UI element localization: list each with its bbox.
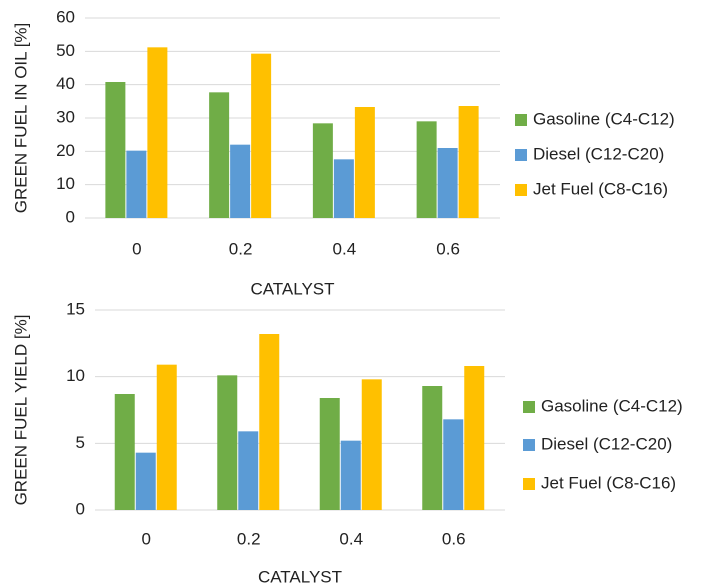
y-axis-title: GREEN FUEL YIELD [%] bbox=[11, 315, 30, 506]
legend-label: Gasoline (C4-C12) bbox=[533, 109, 675, 128]
x-axis-title: CATALYST bbox=[250, 279, 334, 298]
legend-label: Jet Fuel (C8-C16) bbox=[533, 179, 668, 198]
bar bbox=[238, 431, 259, 510]
legend-label: Diesel (C12-C20) bbox=[533, 144, 664, 163]
bar bbox=[126, 150, 147, 218]
bar bbox=[437, 148, 458, 218]
y-tick-label: 20 bbox=[56, 141, 75, 160]
y-tick-label: 40 bbox=[56, 74, 75, 93]
legend-label: Jet Fuel (C8-C16) bbox=[541, 473, 676, 492]
legend-swatch bbox=[523, 478, 535, 490]
y-tick-label: 50 bbox=[56, 41, 75, 60]
bar bbox=[312, 123, 333, 218]
bar bbox=[114, 394, 135, 510]
legend-swatch bbox=[515, 114, 527, 126]
legend-label: Gasoline (C4-C12) bbox=[541, 396, 683, 415]
bar bbox=[217, 375, 238, 510]
y-tick-label: 10 bbox=[66, 366, 85, 385]
x-tick-label: 0 bbox=[142, 529, 151, 548]
bar bbox=[147, 47, 168, 219]
bar bbox=[135, 452, 156, 510]
y-tick-label: 60 bbox=[56, 7, 75, 26]
bar bbox=[361, 379, 382, 510]
bar bbox=[319, 398, 340, 510]
x-tick-label: 0.2 bbox=[237, 529, 261, 548]
bar bbox=[251, 53, 272, 218]
legend-swatch bbox=[523, 439, 535, 451]
bar bbox=[105, 82, 126, 218]
bar bbox=[209, 92, 230, 218]
x-tick-label: 0.4 bbox=[333, 239, 357, 258]
y-tick-label: 0 bbox=[66, 207, 75, 226]
bar bbox=[354, 107, 375, 218]
bar bbox=[416, 121, 437, 218]
legend-swatch bbox=[523, 401, 535, 413]
bar bbox=[333, 159, 354, 218]
x-tick-label: 0.6 bbox=[436, 239, 460, 258]
y-tick-label: 15 bbox=[66, 299, 85, 318]
x-tick-label: 0.2 bbox=[229, 239, 253, 258]
legend-swatch bbox=[515, 149, 527, 161]
x-tick-label: 0.6 bbox=[442, 529, 466, 548]
bar bbox=[340, 440, 361, 510]
x-tick-label: 0.4 bbox=[339, 529, 363, 548]
bar bbox=[422, 386, 443, 510]
y-tick-label: 5 bbox=[76, 433, 85, 452]
bar bbox=[259, 334, 280, 510]
bar bbox=[458, 106, 479, 218]
y-tick-label: 0 bbox=[76, 499, 85, 518]
y-axis-title: GREEN FUEL IN OIL [%] bbox=[11, 23, 30, 214]
x-axis-title: CATALYST bbox=[258, 567, 342, 586]
bar bbox=[443, 419, 464, 510]
bar bbox=[230, 144, 251, 218]
bar bbox=[156, 364, 177, 510]
legend-swatch bbox=[515, 184, 527, 196]
y-tick-label: 10 bbox=[56, 174, 75, 193]
bar bbox=[464, 366, 485, 510]
x-tick-label: 0 bbox=[132, 239, 141, 258]
y-tick-label: 30 bbox=[56, 107, 75, 126]
legend-label: Diesel (C12-C20) bbox=[541, 434, 672, 453]
